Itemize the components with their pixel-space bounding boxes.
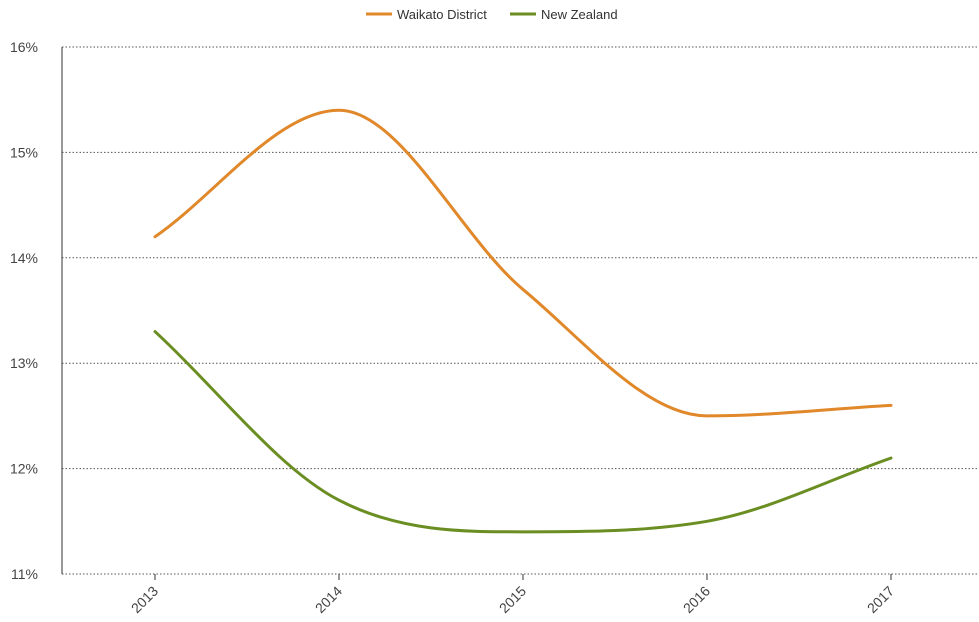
y-tick-label: 13%	[10, 355, 38, 371]
x-axis-labels: 2013 2014 2015 2016 2017	[128, 583, 897, 616]
legend-label-new-zealand: New Zealand	[541, 7, 618, 22]
y-axis-labels: 11% 12% 13% 14% 15% 16%	[10, 39, 38, 582]
grid-lines	[62, 46, 979, 575]
x-tick-label: 2016	[680, 583, 713, 616]
series-line-new-zealand	[153, 330, 893, 534]
y-tick-label: 12%	[10, 461, 38, 477]
series-lines	[153, 108, 893, 534]
series-line-waikato-district	[153, 108, 893, 418]
x-tick-label: 2015	[496, 583, 529, 616]
y-tick-label: 16%	[10, 39, 38, 55]
legend-item-new-zealand: New Zealand	[510, 7, 618, 22]
y-tick-label: 15%	[10, 144, 38, 160]
x-tick-label: 2013	[128, 583, 161, 616]
legend-label-waikato: Waikato District	[397, 7, 487, 22]
x-tick-label: 2014	[312, 583, 345, 616]
y-tick-label: 14%	[10, 250, 38, 266]
legend: Waikato District New Zealand	[366, 7, 618, 22]
x-tick-label: 2017	[864, 583, 897, 616]
legend-item-waikato: Waikato District	[366, 7, 487, 22]
y-tick-label: 11%	[11, 566, 38, 582]
x-axis-ticks	[154, 574, 892, 580]
